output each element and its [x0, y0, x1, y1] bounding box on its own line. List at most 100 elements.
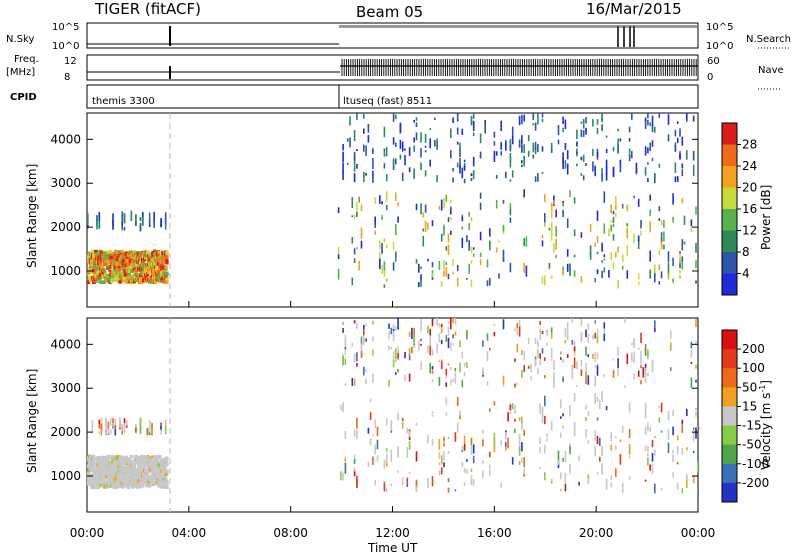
- data-cell: [500, 151, 502, 156]
- data-cell: [539, 446, 541, 454]
- data-cell: [363, 324, 365, 329]
- data-cell: [392, 241, 395, 250]
- data-cell: [486, 351, 489, 362]
- data-cell: [619, 164, 622, 173]
- data-cell: [438, 323, 441, 328]
- data-cell: [395, 251, 397, 262]
- data-cell: [692, 117, 695, 122]
- velocity-panel: [86, 317, 699, 513]
- data-cell: [489, 240, 491, 251]
- data-cell: [676, 435, 679, 441]
- data-cell: [127, 269, 131, 273]
- data-cell: [468, 263, 470, 274]
- data-cell: [415, 451, 418, 462]
- data-cell: [392, 332, 395, 342]
- data-cell: [493, 401, 496, 406]
- data-cell: [397, 202, 399, 207]
- data-cell: [637, 281, 640, 285]
- data-cell: [161, 276, 165, 280]
- data-cell: [346, 138, 349, 142]
- data-cell: [337, 268, 340, 280]
- data-cell: [546, 433, 548, 438]
- data-cell: [518, 417, 521, 422]
- colorbar-tick-label: 50: [742, 380, 757, 394]
- data-cell: [397, 446, 399, 456]
- data-cell: [523, 365, 525, 373]
- data-cell: [679, 259, 681, 269]
- data-cell: [374, 225, 376, 228]
- data-cell: [427, 477, 429, 489]
- data-cell: [569, 190, 571, 198]
- freq-panel: [86, 54, 699, 81]
- data-cell: [372, 456, 374, 465]
- colorbar-swatch: [722, 349, 737, 369]
- data-cell: [123, 269, 127, 274]
- data-cell: [395, 142, 397, 147]
- data-cell: [152, 265, 156, 269]
- data-cell: [106, 455, 110, 459]
- data-cell: [156, 475, 160, 480]
- data-cell: [599, 456, 601, 462]
- data-cell: [392, 262, 395, 271]
- data-cell: [110, 279, 114, 283]
- data-cell: [585, 127, 587, 132]
- data-cell: [605, 159, 608, 171]
- data-cell: [594, 393, 596, 404]
- colorbar-tick-label: -50: [742, 438, 762, 452]
- data-cell: [644, 407, 647, 419]
- data-cell: [456, 422, 459, 433]
- data-cell: [603, 374, 606, 378]
- data-cell: [152, 268, 156, 272]
- data-cell: [550, 333, 553, 339]
- data-cell: [401, 477, 404, 486]
- data-cell: [603, 333, 606, 341]
- data-cell: [162, 257, 166, 262]
- data-cell: [466, 329, 468, 340]
- radar-title: TIGER (fitACF): [94, 0, 201, 18]
- data-cell: [452, 271, 454, 275]
- data-cell: [527, 365, 530, 369]
- data-cell: [114, 418, 117, 426]
- data-cell: [564, 479, 567, 485]
- colorbar-tick-label: 12: [742, 224, 757, 238]
- data-cell: [605, 135, 608, 138]
- data-cell: [408, 431, 411, 437]
- data-cell: [151, 478, 155, 483]
- data-cell: [463, 443, 466, 451]
- data-cell: [164, 223, 167, 230]
- data-cell: [440, 324, 443, 334]
- data-cell: [628, 126, 631, 129]
- data-cell: [344, 347, 347, 350]
- power-panel: [86, 112, 699, 308]
- data-cell: [461, 128, 464, 135]
- data-cell: [154, 253, 158, 257]
- data-cell: [587, 440, 590, 445]
- data-cell: [637, 198, 640, 207]
- data-cell: [663, 244, 665, 250]
- data-cell: [628, 476, 631, 480]
- data-cell: [450, 199, 452, 203]
- velocity-ylabel: Slant Range [km]: [25, 369, 39, 473]
- data-cell: [120, 249, 124, 254]
- data-cell: [107, 425, 110, 435]
- data-cell: [621, 426, 624, 433]
- data-cell: [555, 208, 557, 212]
- data-cell: [159, 261, 163, 265]
- data-cell: [482, 460, 484, 464]
- data-cell: [610, 224, 612, 232]
- data-cell: [596, 235, 599, 244]
- data-cell: [443, 198, 445, 209]
- data-cell: [158, 455, 162, 459]
- data-cell: [415, 259, 418, 264]
- data-cell: [128, 459, 132, 463]
- data-cell: [443, 462, 445, 468]
- data-cell: [137, 253, 142, 258]
- data-cell: [628, 154, 631, 162]
- data-cell: [116, 484, 120, 489]
- data-cell: [518, 139, 521, 148]
- data-cell: [580, 331, 583, 341]
- data-cell: [550, 142, 553, 153]
- data-cell: [395, 114, 397, 120]
- data-cell: [580, 369, 583, 376]
- data-cell: [436, 343, 438, 354]
